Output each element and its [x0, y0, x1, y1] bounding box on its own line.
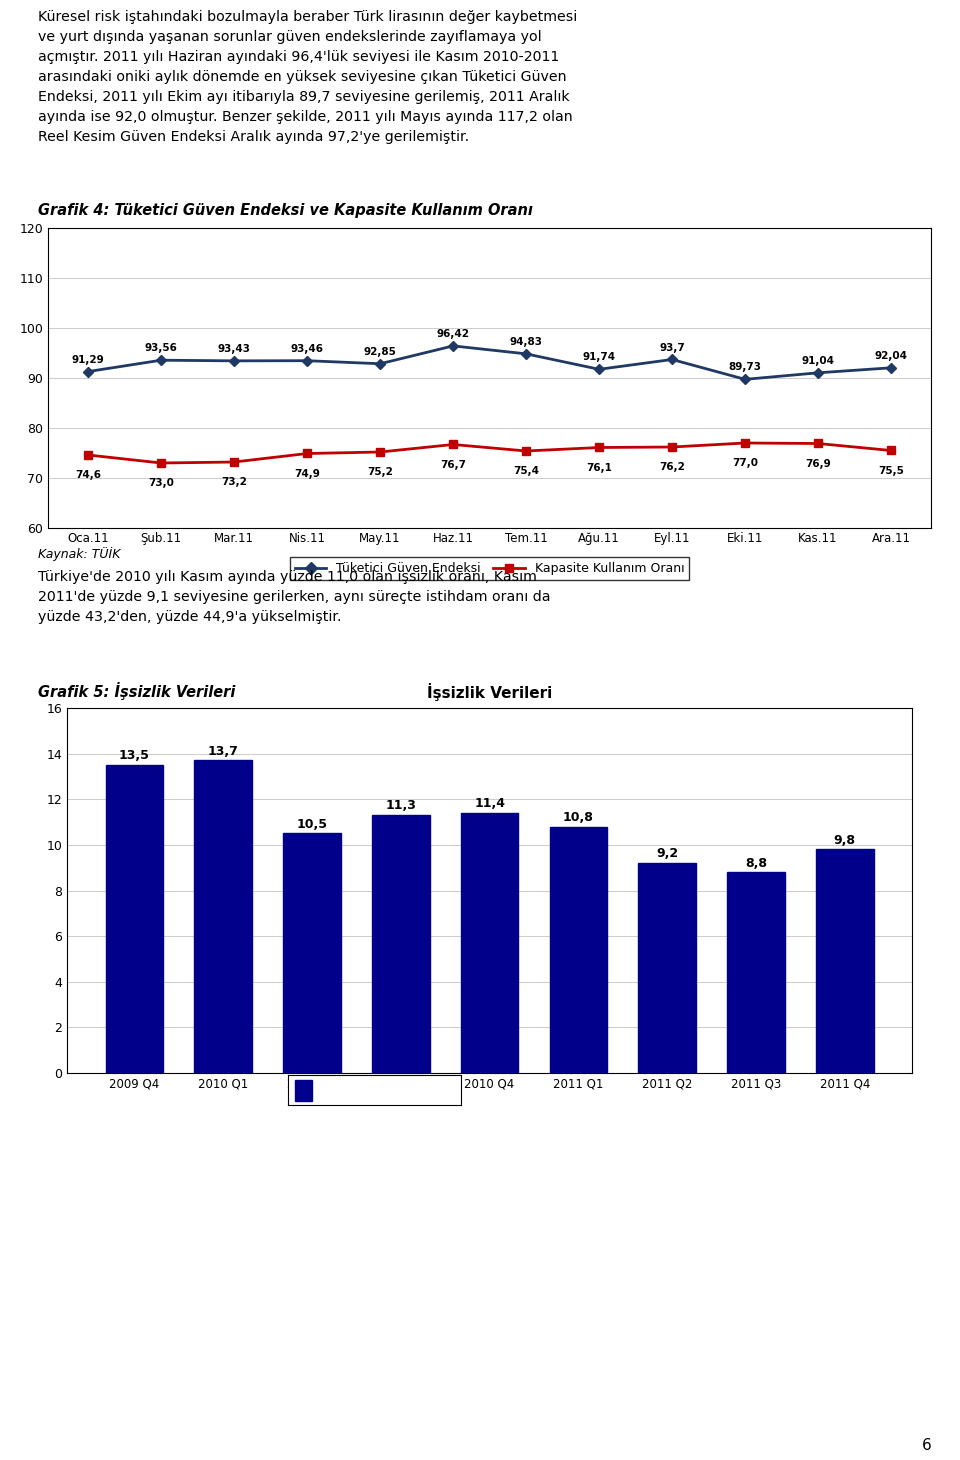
Text: 76,1: 76,1 [587, 463, 612, 473]
Text: 93,43: 93,43 [218, 345, 251, 353]
Text: 93,56: 93,56 [145, 343, 178, 353]
Text: 73,2: 73,2 [221, 477, 247, 488]
Text: 13,5: 13,5 [119, 749, 150, 762]
Text: 75,2: 75,2 [367, 467, 393, 477]
Text: 91,04: 91,04 [802, 356, 834, 366]
Text: 75,5: 75,5 [878, 466, 904, 476]
Text: 91,74: 91,74 [583, 352, 615, 362]
Text: 74,9: 74,9 [294, 469, 320, 479]
Title: İşsizlik Verileri: İşsizlik Verileri [427, 683, 552, 701]
Bar [194, 761, 252, 1073]
Text: 77,0: 77,0 [732, 458, 758, 469]
Text: Kaynak: TÜİK: Kaynak: TÜİK [38, 548, 121, 561]
Bar [638, 863, 696, 1073]
Bar [549, 826, 608, 1073]
Text: 92,85: 92,85 [364, 347, 396, 356]
Text: 11,4: 11,4 [474, 797, 505, 810]
Text: 92,04: 92,04 [875, 350, 907, 361]
Text: 10,5: 10,5 [297, 818, 327, 831]
Text: 10,8: 10,8 [563, 810, 594, 823]
Bar [106, 765, 163, 1073]
Bar [461, 813, 518, 1073]
Text: 75,4: 75,4 [513, 466, 540, 476]
Text: 76,9: 76,9 [805, 458, 831, 469]
Text: 74,6: 74,6 [75, 470, 101, 480]
Bar [727, 872, 785, 1073]
Bar [372, 815, 430, 1073]
Legend: Tüketici Güven Endeksi, Kapasite Kullanım Oranı: Tüketici Güven Endeksi, Kapasite Kullanı… [290, 558, 689, 580]
Text: Grafik 4: Tüketici Güven Endeksi ve Kapasite Kullanım Oranı: Grafik 4: Tüketici Güven Endeksi ve Kapa… [38, 203, 533, 218]
Text: 96,42: 96,42 [437, 328, 469, 339]
Text: 93,7: 93,7 [660, 343, 684, 352]
Bar [283, 834, 341, 1073]
Text: 94,83: 94,83 [510, 337, 542, 347]
Text: 89,73: 89,73 [729, 362, 761, 372]
Text: 9,8: 9,8 [833, 834, 855, 847]
Text: Grafik 5: İşsizlik Verileri: Grafik 5: İşsizlik Verileri [38, 682, 236, 701]
Text: Türkiye'de 2010 yılı Kasım ayında yüzde 11,0 olan işsizlik oranı, Kasım
2011'de : Türkiye'de 2010 yılı Kasım ayında yüzde … [38, 569, 551, 623]
Text: 76,7: 76,7 [440, 460, 467, 470]
Text: 9,2: 9,2 [656, 847, 678, 860]
Bar [295, 1079, 312, 1101]
Text: Küresel risk iştahındaki bozulmayla beraber Türk lirasının değer kaybetmesi
ve y: Küresel risk iştahındaki bozulmayla bera… [38, 10, 578, 145]
Text: 8,8: 8,8 [745, 857, 767, 870]
Bar [816, 850, 874, 1073]
Text: 6: 6 [922, 1438, 931, 1454]
Text: 13,7: 13,7 [207, 745, 239, 758]
Text: 11,3: 11,3 [385, 800, 417, 812]
Text: 73,0: 73,0 [148, 479, 174, 488]
Text: 93,46: 93,46 [291, 343, 324, 353]
Text: 76,2: 76,2 [660, 463, 685, 472]
Text: 91,29: 91,29 [72, 355, 105, 365]
